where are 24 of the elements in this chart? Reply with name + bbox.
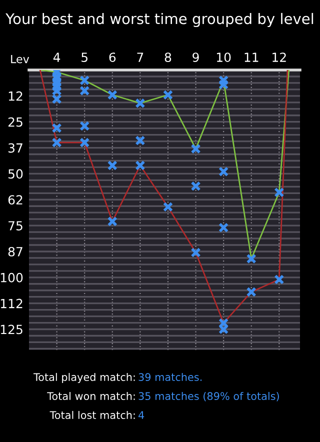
x-tick-label: 5 — [82, 52, 88, 62]
y-tick-label: 25 — [8, 117, 22, 127]
x-tick-label: 4 — [53, 52, 60, 62]
text: Total won match: 35 matches (89% of totals) — [47, 392, 279, 402]
text: Total played match: 39 matches. — [33, 372, 202, 384]
y-tick-label: 75 — [8, 221, 22, 230]
x-tick-label: 8 — [164, 52, 172, 62]
y-tick-label: 62 — [8, 195, 22, 205]
y-tick-label: 50 — [8, 169, 23, 179]
y-tick-label: 112 — [0, 298, 22, 308]
y-tick-label: 87 — [8, 246, 22, 256]
x-tick-label: 9 — [192, 52, 199, 62]
x-tick-label: 11 — [244, 52, 258, 62]
x-axis-title: Lev — [11, 54, 30, 64]
y-tick-label: 37 — [8, 143, 22, 153]
chart-title: Your best and worst time grouped by level — [6, 12, 314, 28]
y-tick-label: 125 — [0, 324, 22, 334]
text: Total lost match: 4 — [50, 410, 144, 420]
y-tick-label: 100 — [0, 272, 23, 282]
x-tick-label: 6 — [109, 52, 116, 62]
x-tick-label: 7 — [137, 52, 144, 62]
x-tick-label: 10 — [216, 52, 231, 62]
y-tick-label: 12 — [8, 91, 22, 101]
x-tick-label: 12 — [272, 52, 286, 62]
